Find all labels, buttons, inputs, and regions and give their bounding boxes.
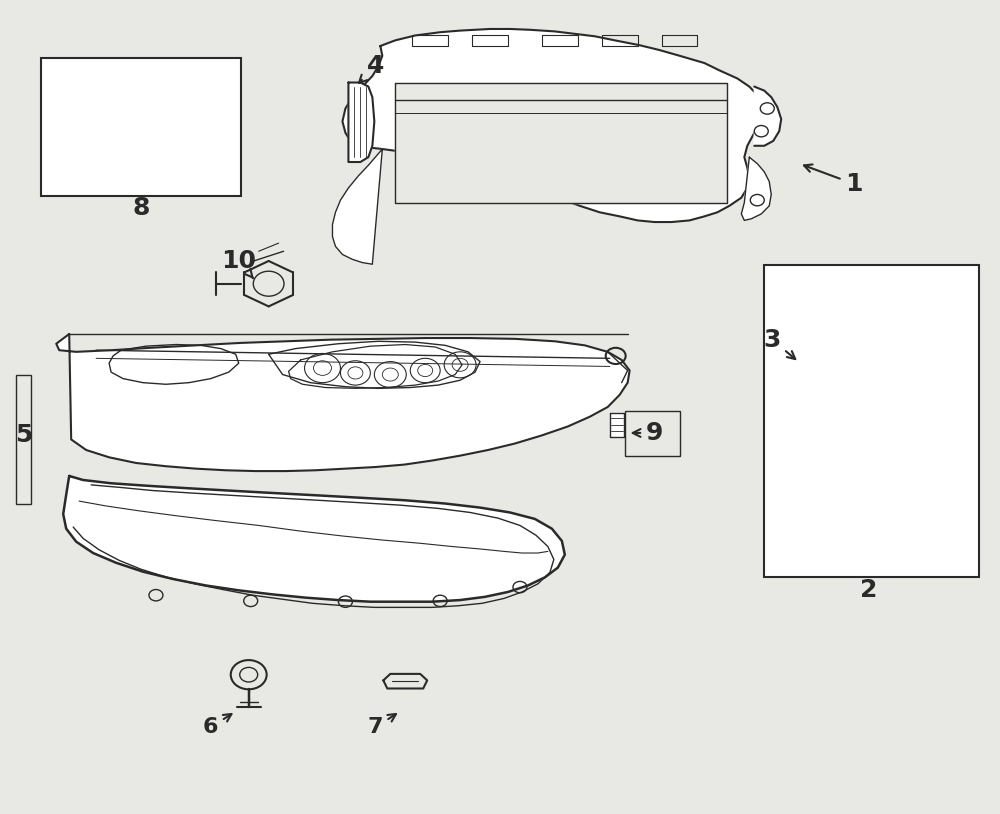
Text: 6: 6 (203, 714, 231, 737)
Bar (41, 58, 241, 196)
Bar (764, 265, 979, 577)
Polygon shape (754, 86, 781, 146)
Polygon shape (348, 82, 374, 162)
Polygon shape (610, 413, 624, 437)
Text: 7: 7 (368, 714, 396, 737)
Text: 9: 9 (633, 421, 663, 445)
Polygon shape (56, 334, 630, 471)
Text: 3: 3 (764, 328, 795, 359)
Polygon shape (332, 149, 382, 265)
Text: 1: 1 (804, 164, 863, 196)
Polygon shape (395, 82, 727, 203)
Polygon shape (63, 476, 565, 602)
Bar (16, 374, 31, 505)
Text: 5: 5 (15, 423, 32, 448)
Polygon shape (741, 157, 771, 221)
Text: 4: 4 (359, 55, 384, 83)
Text: 8: 8 (132, 196, 150, 221)
Text: 2: 2 (860, 577, 878, 602)
Text: 10: 10 (221, 249, 256, 278)
Bar (625, 411, 680, 456)
Polygon shape (342, 29, 764, 222)
